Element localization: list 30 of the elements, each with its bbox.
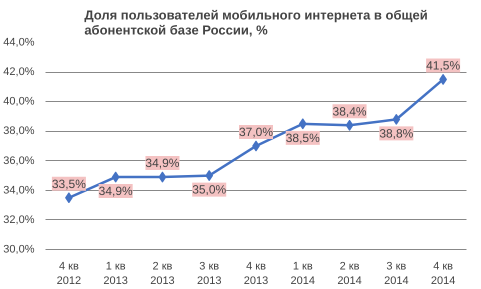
x-tick-label: 3 кв 2013 <box>196 260 222 287</box>
data-label: 34,9% <box>98 184 134 198</box>
point <box>298 118 307 130</box>
x-tick-label: 2 кв 2013 <box>150 260 175 287</box>
x-tick-label: 4 кв 2014 <box>430 260 456 287</box>
data-label: 38,4% <box>332 104 367 118</box>
y-tick-label: 30,0% <box>3 244 35 256</box>
data-label: 33,5% <box>52 176 86 191</box>
data-label: 41,5% <box>426 58 460 72</box>
point <box>205 170 214 182</box>
y-tick-label: 34,0% <box>3 184 35 196</box>
x-tick-label: 3 кв 2014 <box>384 260 409 287</box>
y-tick-label: 32,0% <box>3 214 35 226</box>
x-tick-label: 4 кв 2012 <box>56 260 82 287</box>
x-tick-label: 4 кв 2013 <box>244 260 268 287</box>
point <box>252 140 260 152</box>
x-tick-label: 1 кв 2014 <box>290 260 316 287</box>
y-tick-label: 42,0% <box>3 66 35 78</box>
x-tick-label: 1 кв 2013 <box>103 260 128 287</box>
y-tick-label: 44,0% <box>3 36 35 48</box>
y-tick-label: 38,0% <box>3 125 35 138</box>
data-label: 38,5% <box>286 130 320 145</box>
data-label: 34,9% <box>145 156 180 170</box>
data-label: 35,0% <box>192 182 227 197</box>
data-label: 38,8% <box>379 126 414 140</box>
chart-title: Доля пользователей мобильного интернета в общей абонентской базе России, % <box>84 8 428 38</box>
data-label: 37,0% <box>238 125 274 139</box>
y-tick-label: 40,0% <box>3 96 35 108</box>
x-tick-label: 2 кв 2014 <box>337 260 362 287</box>
y-tick-label: 36,0% <box>3 154 35 167</box>
